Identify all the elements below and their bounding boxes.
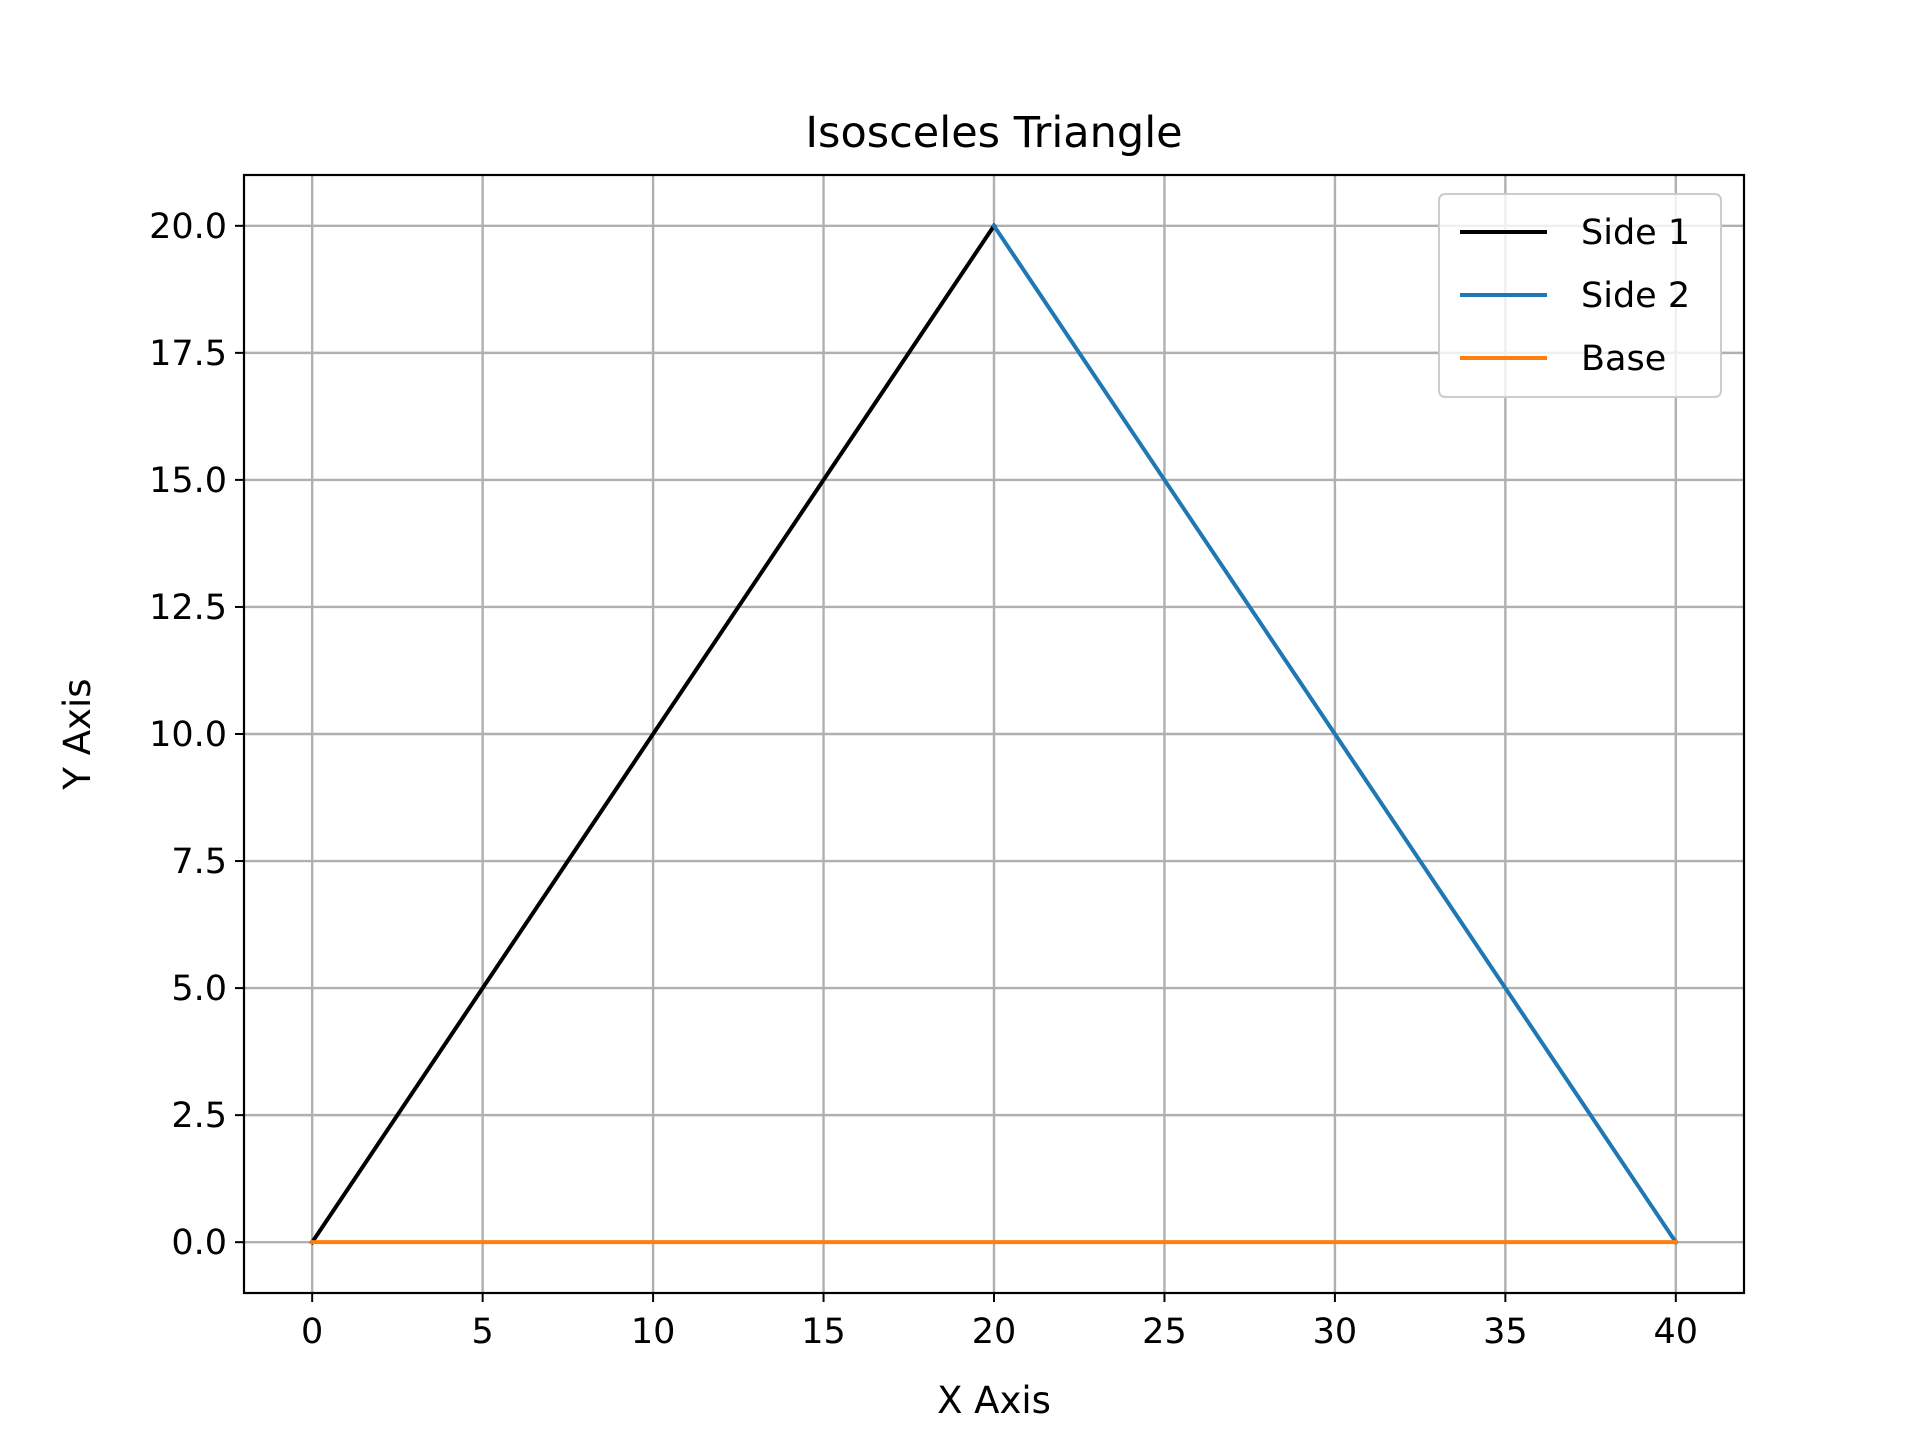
legend-label-1: Side 1 (1581, 213, 1690, 253)
y-tick-label: 10.0 (149, 715, 227, 755)
x-tick-label: 35 (1483, 1312, 1528, 1352)
y-tick-label: 12.5 (149, 588, 227, 628)
x-tick-label: 0 (301, 1312, 323, 1352)
y-tick-label: 7.5 (171, 842, 227, 882)
y-tick-label: 20.0 (149, 207, 227, 247)
legend: Side 1 Side 2 Base (1438, 193, 1722, 398)
x-ticks: 0 5 10 15 20 25 30 35 40 (301, 1293, 1698, 1352)
chart-title: Isosceles Triangle (805, 108, 1182, 158)
x-tick-label: 30 (1313, 1312, 1358, 1352)
legend-label-2: Side 2 (1581, 276, 1690, 316)
x-tick-label: 5 (471, 1312, 493, 1352)
y-axis-title: Y Axis (56, 678, 99, 790)
x-axis-title: X Axis (937, 1379, 1051, 1422)
x-tick-label: 40 (1654, 1312, 1699, 1352)
series-line-2 (991, 223, 1679, 1245)
x-tick-label: 10 (631, 1312, 676, 1352)
series-layer (309, 223, 1679, 1245)
y-tick-label: 5.0 (171, 969, 227, 1009)
y-tick-label: 0.0 (171, 1223, 227, 1263)
y-ticks: 0.0 2.5 5.0 7.5 10.0 12.5 15.0 17.5 20.0 (149, 207, 244, 1263)
legend-box (1438, 193, 1722, 398)
legend-label-3: Base (1581, 339, 1666, 379)
y-tick-label: 17.5 (149, 334, 227, 374)
series-line-1 (309, 223, 997, 1245)
x-tick-label: 15 (801, 1312, 846, 1352)
y-tick-label: 2.5 (171, 1096, 227, 1136)
x-tick-label: 25 (1142, 1312, 1187, 1352)
y-tick-label: 15.0 (149, 461, 227, 501)
x-tick-label: 20 (972, 1312, 1017, 1352)
